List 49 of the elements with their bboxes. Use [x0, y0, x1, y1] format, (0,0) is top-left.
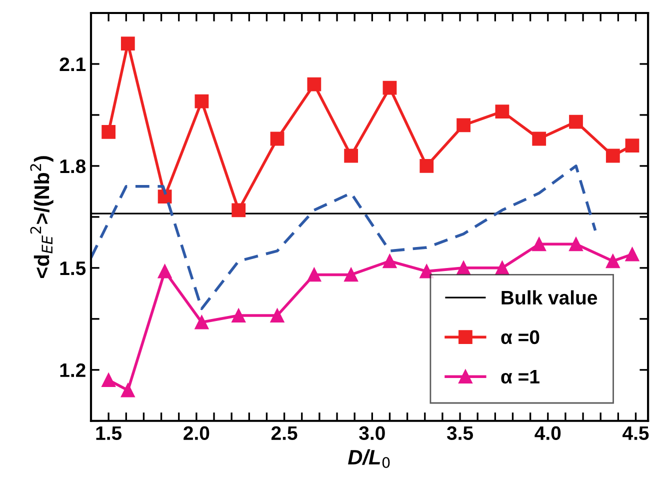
point — [158, 264, 172, 278]
point — [569, 237, 583, 252]
legend-label: Bulk value — [502, 290, 598, 305]
y-axis-title: <d$_{EE}$$^{2}$>/(Nb$^{2}$) — [30, 156, 54, 278]
point — [102, 373, 116, 388]
legend-label: α =1 — [501, 370, 540, 384]
point — [270, 308, 284, 322]
point — [420, 159, 434, 173]
point — [456, 260, 470, 275]
point — [569, 114, 583, 129]
point — [344, 148, 358, 163]
point — [625, 247, 640, 262]
point — [420, 264, 434, 278]
point — [606, 254, 620, 268]
line-series — [91, 164, 597, 310]
x-tick-label: 2.0 — [184, 426, 210, 440]
legend-label: α =0 — [501, 330, 540, 344]
point — [120, 36, 135, 51]
point — [232, 308, 246, 322]
point — [344, 268, 358, 282]
point — [307, 268, 322, 282]
y-tick-label: 1.2 — [60, 363, 86, 377]
point — [194, 94, 209, 108]
y-tick-label: 2.1 — [60, 57, 86, 72]
point — [532, 237, 546, 252]
point — [625, 138, 640, 152]
x-tick-label: 2.5 — [271, 426, 298, 440]
y-tick-label: 1.8 — [60, 159, 86, 174]
point — [532, 132, 546, 146]
x-tick-label: 3.5 — [446, 426, 473, 440]
x-tick-label: 3.0 — [359, 426, 385, 440]
point — [120, 383, 135, 398]
point — [495, 104, 510, 119]
point — [102, 125, 116, 139]
x-tick-label: 4.0 — [534, 426, 561, 440]
x-tick-label: 4.5 — [622, 426, 649, 440]
point — [606, 148, 620, 163]
point — [232, 203, 246, 218]
x-tick-label: 1.5 — [96, 426, 122, 440]
point — [382, 80, 397, 95]
point — [158, 190, 172, 204]
y-tick-label: 1.5 — [60, 262, 86, 276]
point — [194, 315, 209, 330]
point — [307, 77, 322, 92]
point — [270, 132, 284, 146]
point — [456, 118, 470, 132]
point — [495, 260, 510, 275]
x-axis-title: D/L$_{0}$ — [348, 449, 390, 468]
point — [382, 254, 397, 268]
